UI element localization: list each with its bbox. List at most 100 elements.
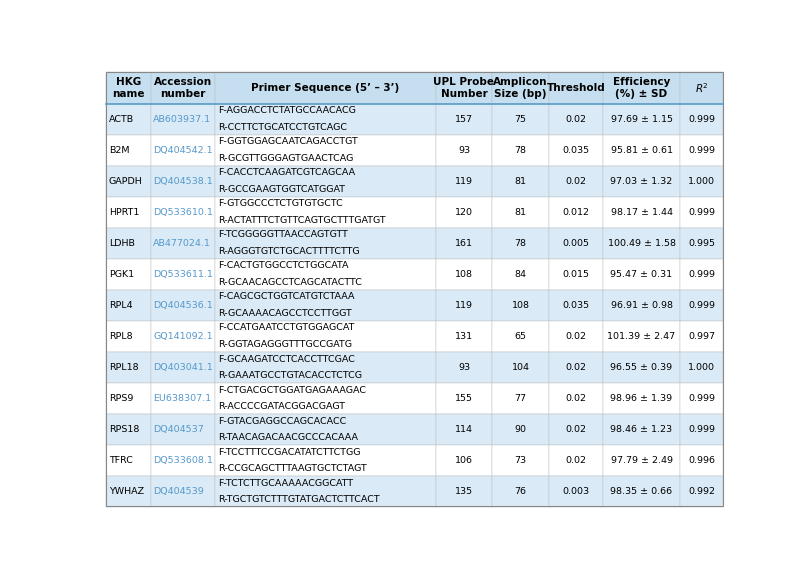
Text: DQ404539: DQ404539 [154,487,204,496]
Text: AB477024.1: AB477024.1 [154,239,211,248]
Text: 76: 76 [515,487,527,496]
Text: HPRT1: HPRT1 [108,207,139,217]
Bar [436,135,492,166]
Bar [492,259,549,290]
Text: 0.999: 0.999 [688,270,715,279]
Text: 0.999: 0.999 [688,425,715,434]
Text: R-GCAACAGCCTCAGCATACTTC: R-GCAACAGCCTCAGCATACTTC [218,278,362,287]
Bar [436,383,492,414]
Bar [492,72,549,104]
Text: 98.35 ± 0.66: 98.35 ± 0.66 [611,487,672,496]
Bar [106,259,150,290]
Bar [215,72,436,104]
Bar [150,166,215,197]
Bar [603,197,680,227]
Text: DQ404537: DQ404537 [154,425,204,434]
Bar [492,321,549,352]
Text: R-CCTTCTGCATCCTGTCAGC: R-CCTTCTGCATCCTGTCAGC [218,123,347,132]
Text: 0.999: 0.999 [688,301,715,310]
Text: 0.02: 0.02 [565,176,587,186]
Text: 131: 131 [455,332,473,341]
Text: 101.39 ± 2.47: 101.39 ± 2.47 [608,332,676,341]
Bar [436,352,492,383]
Text: 0.999: 0.999 [688,394,715,403]
Bar [215,290,436,321]
Text: F-TCTCTTGCAAAAACGGCATT: F-TCTCTTGCAAAAACGGCATT [218,478,353,488]
Bar [106,197,150,227]
Text: LDHB: LDHB [108,239,134,248]
Bar [549,445,603,476]
Bar [106,445,150,476]
Text: 98.46 ± 1.23: 98.46 ± 1.23 [611,425,672,434]
Bar [150,227,215,259]
Text: R-GCCGAAGTGGTCATGGAT: R-GCCGAAGTGGTCATGGAT [218,185,345,194]
Text: 97.79 ± 2.49: 97.79 ± 2.49 [611,456,672,465]
Bar [106,476,150,507]
Bar [150,72,215,104]
Text: 84: 84 [515,270,527,279]
Text: DQ533608.1: DQ533608.1 [154,456,214,465]
Bar [436,166,492,197]
Bar [603,135,680,166]
Bar [150,290,215,321]
Text: DQ404542.1: DQ404542.1 [154,146,213,155]
Bar [603,104,680,135]
Text: F-CTGACGCTGGATGAGAAAGAC: F-CTGACGCTGGATGAGAAAGAC [218,386,366,395]
Text: F-CACTGTGGCCTCTGGCATA: F-CACTGTGGCCTCTGGCATA [218,261,349,270]
Bar [680,445,723,476]
Text: 108: 108 [455,270,473,279]
Bar [549,290,603,321]
Text: 0.035: 0.035 [562,301,589,310]
Text: DQ404536.1: DQ404536.1 [154,301,213,310]
Text: F-CCATGAATCCTGTGGAGCAT: F-CCATGAATCCTGTGGAGCAT [218,324,354,332]
Text: 78: 78 [515,239,527,248]
Text: RPL18: RPL18 [108,363,138,372]
Text: F-GTACGAGGCCAGCACACC: F-GTACGAGGCCAGCACACC [218,417,346,426]
Text: 106: 106 [455,456,473,465]
Text: F-TCCTTTCCGACATATCTTCTGG: F-TCCTTTCCGACATATCTTCTGG [218,448,360,457]
Bar [215,321,436,352]
Bar [436,259,492,290]
Text: 95.47 ± 0.31: 95.47 ± 0.31 [611,270,672,279]
Text: 114: 114 [455,425,473,434]
Bar [549,476,603,507]
Text: 1.000: 1.000 [688,363,715,372]
Bar [603,383,680,414]
Bar [549,197,603,227]
Bar [603,414,680,445]
Text: 75: 75 [515,115,527,124]
Bar [150,383,215,414]
Text: 95.81 ± 0.61: 95.81 ± 0.61 [611,146,672,155]
Text: 0.996: 0.996 [688,456,715,465]
Text: F-AGGACCTCTATGCCAACACG: F-AGGACCTCTATGCCAACACG [218,106,356,115]
Text: Efficiency
(%) ± SD: Efficiency (%) ± SD [613,77,670,99]
Bar [549,259,603,290]
Text: 108: 108 [511,301,530,310]
Text: R-GCAAAACAGCCTCCTTGGT: R-GCAAAACAGCCTCCTTGGT [218,309,352,318]
Bar [492,104,549,135]
Text: 119: 119 [455,176,473,186]
Text: 0.999: 0.999 [688,207,715,217]
Text: 93: 93 [458,363,470,372]
Text: 0.02: 0.02 [565,115,587,124]
Bar [680,104,723,135]
Bar [106,72,150,104]
Text: UPL Probe
Number: UPL Probe Number [434,77,494,99]
Bar [150,197,215,227]
Text: TFRC: TFRC [108,456,133,465]
Text: 98.17 ± 1.44: 98.17 ± 1.44 [611,207,672,217]
Bar [603,476,680,507]
Text: R-GAAATGCCTGTACACCTCTCG: R-GAAATGCCTGTACACCTCTCG [218,371,362,380]
Text: DQ403041.1: DQ403041.1 [154,363,213,372]
Bar [106,227,150,259]
Bar [150,414,215,445]
Text: F-TCGGGGGTTAACCAGTGTT: F-TCGGGGGTTAACCAGTGTT [218,230,348,240]
Bar [215,166,436,197]
Bar [106,166,150,197]
Text: 0.035: 0.035 [562,146,589,155]
Text: RPS18: RPS18 [108,425,139,434]
Bar [106,414,150,445]
Bar [680,352,723,383]
Text: 81: 81 [515,176,527,186]
Text: DQ404538.1: DQ404538.1 [154,176,213,186]
